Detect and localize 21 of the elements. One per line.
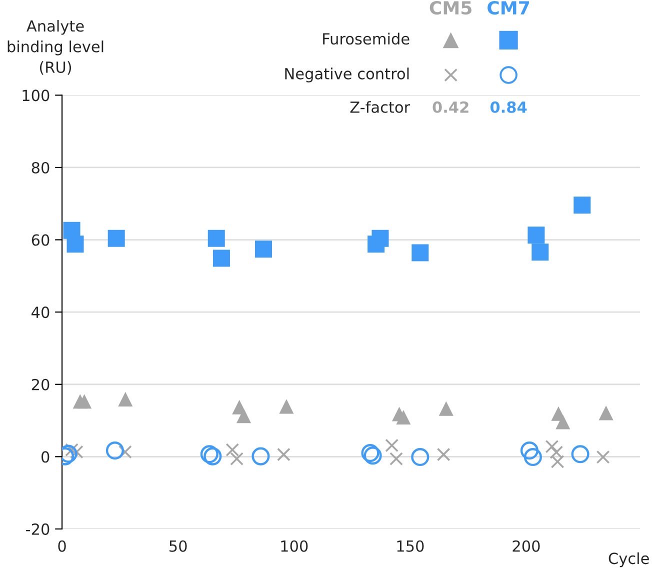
y-tick-label: 100 xyxy=(22,90,50,102)
text: Furosemide xyxy=(323,32,410,45)
annotation: Z-factor xyxy=(350,101,410,113)
x-tick-label: 200 xyxy=(512,540,540,552)
y-tick-label: 0 xyxy=(42,451,50,463)
text: CM7 xyxy=(488,0,530,15)
x-tick-label: 50 xyxy=(170,540,187,552)
text: CM5 xyxy=(430,0,472,15)
y-tick-label: 40 xyxy=(32,306,50,318)
y-tick-label: 60 xyxy=(32,234,50,246)
x-tick-label: 0 xyxy=(58,540,66,552)
x-tick-label: 100 xyxy=(281,540,308,552)
annotation: 0.42 xyxy=(432,101,468,113)
x-tick-label: 150 xyxy=(397,540,424,552)
x-axis-title: Cycle xyxy=(608,552,649,568)
y-tick-label: 20 xyxy=(32,378,50,390)
y-tick-label: -20 xyxy=(26,523,50,535)
annotation: 0.84 xyxy=(490,101,527,113)
y-axis-title: Analyte binding level (RU) xyxy=(8,20,104,75)
y-tick-label: 80 xyxy=(32,162,50,174)
text: Negative control xyxy=(285,68,409,82)
